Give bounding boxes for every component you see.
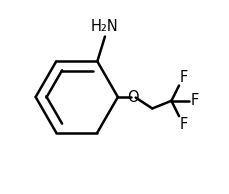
Text: F: F (189, 93, 198, 108)
Text: F: F (179, 117, 188, 132)
Text: F: F (179, 70, 188, 85)
Text: H₂N: H₂N (90, 19, 117, 34)
Text: O: O (127, 89, 138, 105)
